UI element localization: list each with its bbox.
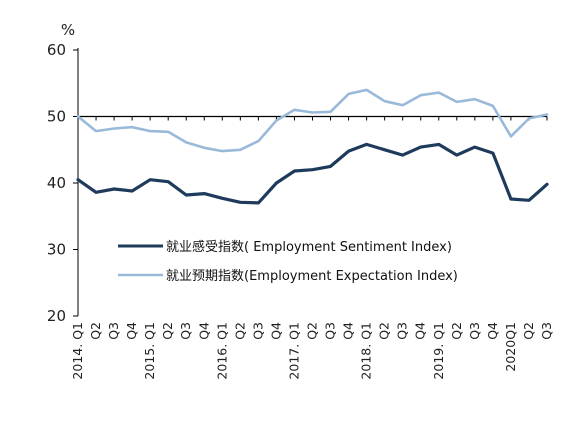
x-tick-label: Q3 (323, 322, 338, 340)
x-tick-label: Q3 (539, 322, 554, 340)
x-tick-label: Q2 (449, 322, 464, 340)
series-line-sentiment (76, 142, 549, 205)
x-tick-label: Q2 (232, 322, 247, 340)
y-axis-unit-label: % (61, 21, 75, 39)
x-axis: 2014. Q1 Q2 Q3 Q4 2015. Q1 Q2 Q3 Q4 2016. Q1 Q2 Q3… (70, 322, 554, 380)
legend-label-expectation: 就业预期指数(Employment Expectation Index) (166, 269, 458, 284)
x-tick-label: Q4 (485, 322, 500, 340)
y-tick-label: 40 (47, 174, 66, 192)
legend: 就业感受指数( Employment Sentiment Index) 就业预期… (118, 239, 458, 284)
y-tick-label: 60 (47, 41, 66, 59)
y-tick-label: 30 (47, 241, 66, 259)
x-tick-label: Q2 (521, 322, 536, 340)
x-tick-label: 2020Q1 (503, 322, 518, 372)
x-tick-label: Q4 (124, 322, 139, 340)
x-tick-label: Q2 (88, 322, 103, 340)
x-tick-label: Q2 (377, 322, 392, 340)
x-tick-label: Q4 (196, 322, 211, 340)
series-group (76, 88, 549, 205)
y-tick-label: 20 (47, 307, 66, 325)
x-tick-label: Q3 (467, 322, 482, 340)
x-tick-label: Q3 (250, 322, 265, 340)
x-tick-label: 2017. Q1 (286, 322, 301, 380)
legend-label-sentiment: 就业感受指数( Employment Sentiment Index) (166, 239, 452, 255)
x-tick-label: 2018. Q1 (359, 322, 374, 380)
y-axis: 20 30 40 50 60 (47, 41, 79, 325)
x-tick-label: Q2 (305, 322, 320, 340)
series-line-expectation (76, 88, 549, 153)
x-tick-label: Q4 (268, 322, 283, 340)
x-tick-label: Q2 (160, 322, 175, 340)
x-tick-label: 2019. Q1 (431, 322, 446, 380)
x-tick-label: 2015. Q1 (142, 322, 157, 380)
x-tick-label: Q4 (413, 322, 428, 340)
x-tick-label: Q3 (106, 322, 121, 340)
x-tick-label: Q3 (395, 322, 410, 340)
x-tick-label: 2016. Q1 (214, 322, 229, 380)
x-tick-label: 2014. Q1 (70, 322, 85, 380)
y-tick-label: 50 (47, 108, 66, 126)
x-tick-label: Q3 (178, 322, 193, 340)
reference-line-group (77, 115, 548, 121)
x-tick-label: Q4 (341, 322, 356, 340)
